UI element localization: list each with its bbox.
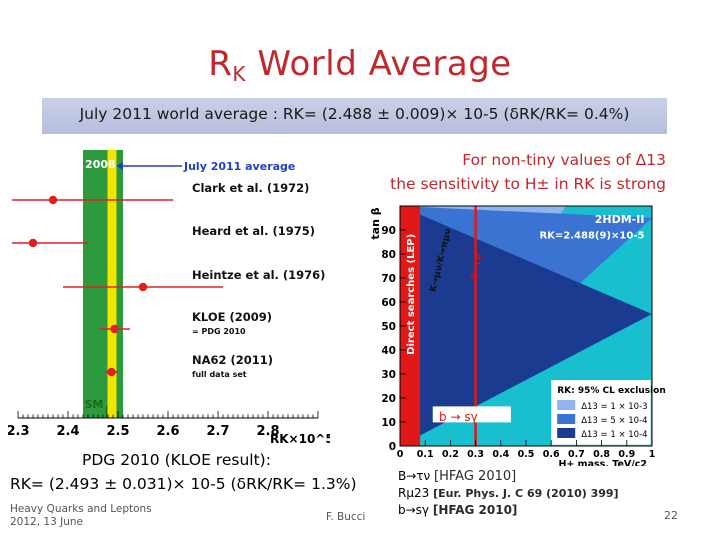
ref-bsgamma: b→sγ [HFAG 2010] [398, 503, 518, 517]
y-tick-label: 60 [381, 297, 396, 309]
x-tick-label: 0 [397, 449, 404, 460]
bsg-label: b → sγ [439, 410, 478, 424]
world-average-text: July 2011 world average : RK= (2.488 ± 0… [79, 105, 630, 123]
point-sublabel-4: full data set [192, 370, 247, 379]
legend-swatch-0 [557, 400, 576, 410]
band-label-2011: July 2011 average [183, 160, 295, 173]
point-sublabel-3: = PDG 2010 [192, 327, 246, 336]
x-tick-label: 0.1 [417, 449, 434, 460]
bsg-label-bg [432, 406, 511, 423]
x-tick-label: 2.8 [256, 424, 279, 439]
rk-measurements-plot: PDG 2008 July 2011 average SM Clark et al. … [8, 150, 330, 446]
x-tick-label: 2.4 [56, 424, 79, 439]
x-tick-label: 2.3 [8, 424, 30, 439]
pdg2010-value: RK= (2.493 ± 0.031)× 10-5 (δRK/RK= 1.3%) [10, 475, 357, 493]
y-tick-label: 10 [381, 417, 396, 429]
y-tick-label: 80 [381, 249, 396, 261]
y-tick-label: 50 [381, 321, 396, 333]
x-axis-label: RK×10^5 [270, 432, 330, 446]
x-tick-label: 2.7 [206, 424, 229, 439]
legend-label-1: Δ13 = 5 × 10-4 [581, 416, 647, 426]
y-tick-label: 70 [381, 273, 396, 285]
band-1 [107, 150, 117, 418]
note-line-2: the sensitivity to H± in RK is strong [390, 175, 666, 193]
footer-author: F. Bucci [326, 511, 366, 523]
y-tick-label: 20 [381, 393, 396, 405]
btau-label: B→τν [470, 253, 484, 281]
point-3 [110, 324, 119, 334]
x-tick-label: 2.6 [156, 424, 179, 439]
footer-conference: Heavy Quarks and Leptons 2012, 13 June [10, 503, 152, 528]
band-label-pdg2008: PDG 2008 [55, 158, 116, 171]
point-1 [28, 238, 38, 248]
x-tick-label: 0.9 [618, 449, 635, 460]
band-arrow-head [116, 162, 123, 170]
tanbeta-exclusion-plot: Direct searches (LEP)b → sγK→μν/K→πμν B→τ… [369, 205, 666, 466]
x-tick-label: 0.7 [568, 449, 585, 460]
point-label-4: NA62 (2011) [192, 353, 273, 367]
y-tick-label: 0 [389, 441, 396, 453]
ref-btau: B→τν [HFAG 2010] [398, 469, 517, 484]
x-tick-label: 0.4 [492, 449, 509, 460]
note-line-1: For non-tiny values of Δ13 [462, 151, 666, 169]
y-tick-label: 90 [381, 225, 396, 237]
plot-title: 2HDM-II [595, 213, 645, 226]
sm-label: SM [85, 398, 104, 411]
slide-title: RK World Average [208, 44, 512, 86]
band-0 [83, 150, 123, 418]
legend-title: RK: 95% CL exclusion [557, 386, 666, 396]
x-tick-label: 0.8 [593, 449, 610, 460]
x-tick-label: 1 [649, 449, 656, 460]
sensitivity-note: For non-tiny values of Δ13 the sensitivi… [352, 148, 666, 196]
lep-excluded [400, 206, 421, 446]
point-4 [107, 367, 116, 377]
point-label-3: KLOE (2009) [192, 310, 272, 324]
point-0 [48, 195, 58, 205]
x-axis-label: H+ mass, TeV/c2 [558, 459, 646, 466]
x-tick-label: 0.6 [543, 449, 560, 460]
point-label-0: Clark et al. (1972) [192, 181, 309, 195]
legend-label-2: Δ13 = 1 × 10-4 [581, 430, 647, 440]
legend-swatch-1 [557, 414, 576, 424]
x-tick-label: 0.5 [518, 449, 535, 460]
y-tick-label: 40 [381, 345, 396, 357]
world-average-banner: July 2011 world average : RK= (2.488 ± 0… [42, 98, 667, 134]
pdg2010-label: PDG 2010 (KLOE result): [82, 451, 271, 469]
plot-subtitle: RK=2.488(9)×10-5 [539, 230, 644, 241]
references: B→τν [HFAG 2010] Rμ23 [Eur. Phys. J. C 6… [398, 468, 619, 518]
legend-label-0: Δ13 = 1 × 10-3 [581, 402, 647, 412]
point-label-2: Heintze et al. (1976) [192, 268, 325, 282]
page-number: 22 [664, 509, 678, 522]
ref-rmu23: Rμ23 [Eur. Phys. J. C 69 (2010) 399] [398, 486, 619, 500]
lep-label: Direct searches (LEP) [406, 234, 417, 355]
plot-area [18, 150, 318, 418]
x-tick-label: 2.5 [106, 424, 129, 439]
excluded-delta-1e-4 [400, 206, 652, 446]
x-tick-label: 0.2 [442, 449, 459, 460]
point-2 [138, 282, 148, 292]
y-tick-label: 30 [381, 369, 396, 381]
y-axis-label: tan β [369, 207, 382, 239]
x-tick-label: 0.3 [467, 449, 484, 460]
point-label-1: Heard et al. (1975) [192, 224, 315, 238]
legend-swatch-2 [557, 428, 576, 438]
